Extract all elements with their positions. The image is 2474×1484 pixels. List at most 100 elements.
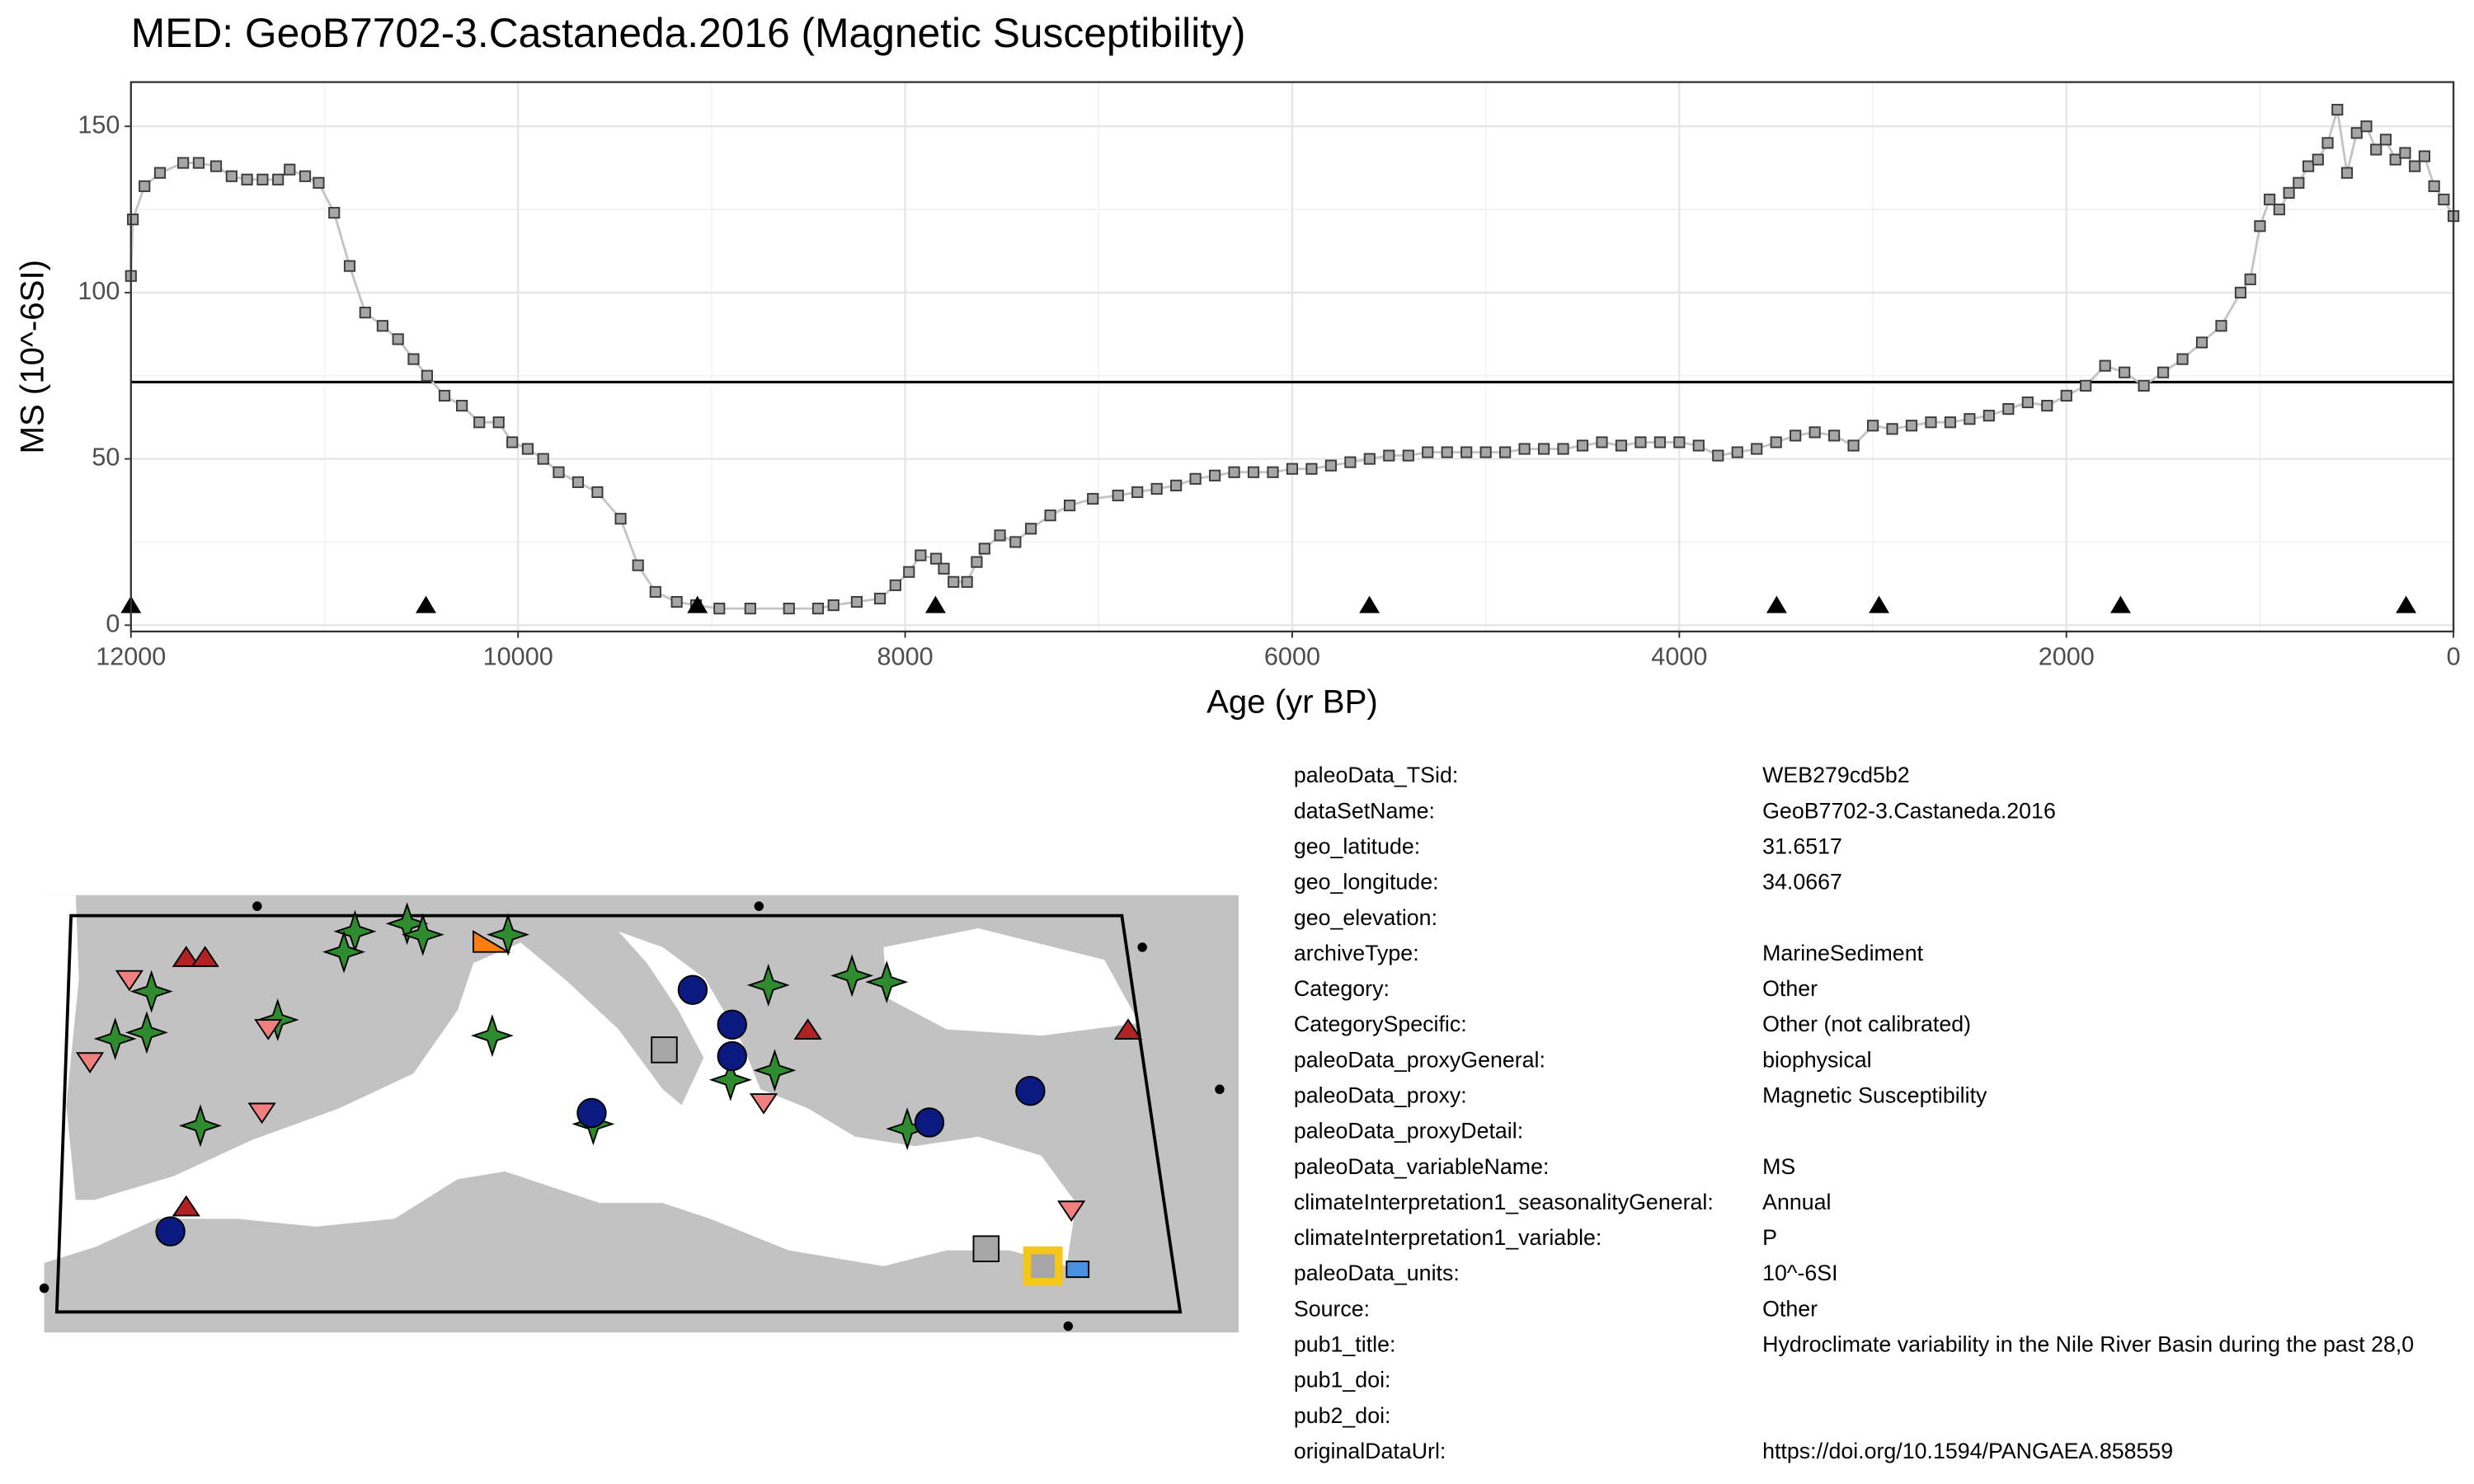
data-point — [139, 180, 151, 192]
data-point — [376, 320, 388, 332]
data-point — [961, 575, 973, 588]
data-point — [1944, 416, 1957, 429]
data-point — [1209, 469, 1221, 481]
data-point — [713, 603, 726, 615]
data-point — [1866, 420, 1879, 432]
metadata-key: Category: — [1294, 976, 1390, 1001]
data-point — [1982, 410, 1995, 422]
data-point — [2060, 389, 2072, 402]
data-point — [1731, 446, 1743, 458]
metadata-value: P — [1762, 1225, 1777, 1250]
data-point — [948, 575, 960, 588]
age-control-point — [924, 595, 946, 613]
data-point — [1063, 499, 1076, 512]
data-point — [971, 556, 983, 568]
data-point — [1673, 436, 1686, 448]
data-point — [2399, 147, 2411, 159]
data-point — [1112, 489, 1124, 502]
data-point — [1286, 463, 1299, 475]
data-point — [670, 595, 683, 608]
data-point — [1905, 420, 1918, 432]
data-point — [1751, 443, 1763, 455]
data-point — [632, 559, 644, 571]
data-point — [2041, 399, 2053, 412]
black-sea — [883, 928, 1140, 1036]
metadata-key: climateInterpretation1_seasonalityGenera… — [1294, 1190, 1714, 1214]
x-tick-label: 12000 — [96, 643, 166, 671]
data-point — [2321, 137, 2334, 149]
y-axis-title: MS (10^-6SI) — [14, 260, 51, 454]
data-point — [2428, 180, 2440, 192]
metadata-value: Other — [1762, 1296, 1818, 1321]
plot-area: 0 50 100 150 12000 10000 8000 6000 4000 2000 0 — [78, 81, 2461, 671]
metadata-key: pub2_doi: — [1294, 1403, 1391, 1428]
metadata-value: Other — [1762, 976, 1818, 1001]
metadata-value: Other (not calibrated) — [1762, 1012, 1971, 1036]
age-control-point — [1359, 595, 1380, 613]
data-point — [1847, 439, 1860, 452]
data-point — [456, 399, 468, 412]
age-control-point — [1869, 595, 1889, 613]
age-control-point — [1766, 595, 1787, 613]
data-point — [506, 436, 519, 448]
data-point — [1228, 466, 1240, 478]
data-point — [978, 542, 990, 555]
metadata-key: pub1_title: — [1294, 1331, 1396, 1356]
data-point — [744, 603, 756, 615]
orange-marker — [473, 930, 511, 953]
metadata-key: originalDataUrl: — [1294, 1439, 1446, 1463]
data-point — [1025, 523, 1037, 535]
data-point — [1247, 466, 1260, 478]
data-point — [2350, 127, 2363, 139]
data-point — [1267, 466, 1279, 478]
age-control-point — [2110, 595, 2131, 613]
metadata-key: paleoData_proxyDetail: — [1294, 1119, 1523, 1144]
metadata-key: Source: — [1294, 1296, 1370, 1321]
data-point — [1344, 456, 1357, 468]
plot-border — [129, 81, 2455, 633]
metadata-key: paleoData_TSid: — [1294, 763, 1458, 787]
data-point — [2340, 167, 2354, 179]
data-point — [2273, 203, 2285, 216]
data-point — [2409, 160, 2421, 172]
data-point — [553, 466, 565, 478]
data-point — [1460, 446, 1473, 458]
data-point — [473, 416, 486, 429]
metadata-value: 31.6517 — [1762, 834, 1842, 858]
data-point — [2080, 379, 2092, 392]
data-point — [1479, 446, 1492, 458]
x-tick-label: 4000 — [1651, 643, 1707, 671]
data-point — [915, 549, 927, 561]
data-point — [2244, 273, 2256, 285]
data-point — [1305, 463, 1318, 475]
metadata-key: geo_longitude: — [1294, 870, 1439, 895]
data-point — [313, 176, 325, 189]
square-marker — [651, 1036, 678, 1064]
data-point — [783, 603, 795, 615]
data-point — [1925, 416, 1937, 429]
data-point — [1422, 446, 1434, 458]
data-point — [392, 333, 404, 345]
x-tick-label: 0 — [2447, 643, 2461, 671]
data-point — [938, 562, 950, 575]
age-control-point — [2396, 595, 2417, 613]
x-axis-title: Age (yr BP) — [1206, 683, 1378, 721]
age-control-point — [416, 595, 436, 613]
data-point — [407, 353, 420, 365]
data-point — [2283, 186, 2295, 199]
data-point — [1402, 449, 1414, 462]
data-point — [2302, 160, 2315, 172]
sea — [44, 895, 1076, 1266]
data-point — [2370, 143, 2382, 156]
data-point — [1537, 443, 1550, 455]
data-point — [127, 214, 139, 226]
age-control-point — [687, 595, 708, 613]
data-point — [1363, 453, 1376, 465]
data-point — [192, 157, 205, 169]
data-point — [1808, 426, 1821, 439]
metadata-key: paleoData_proxyGeneral: — [1294, 1047, 1545, 1072]
metadata-key: climateInterpretation1_variable: — [1294, 1225, 1602, 1250]
data-point — [1615, 439, 1628, 452]
